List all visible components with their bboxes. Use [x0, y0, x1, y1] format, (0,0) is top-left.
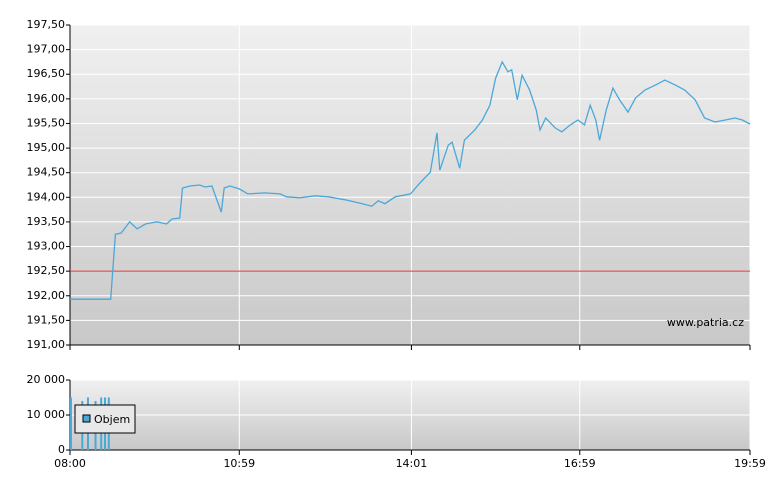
legend-swatch — [82, 414, 91, 423]
y-tick-label: 194,00 — [27, 190, 66, 203]
legend-label: Objem — [94, 413, 130, 426]
x-tick-label: 08:00 — [54, 457, 86, 470]
x-tick-label: 16:59 — [564, 457, 596, 470]
y-tick-label: 191,50 — [27, 313, 66, 326]
y-tick-label: 10 000 — [27, 408, 66, 421]
y-tick-label: 192,50 — [27, 264, 66, 277]
y-tick-label: 192,00 — [27, 289, 66, 302]
y-tick-label: 195,50 — [27, 116, 66, 129]
y-tick-label: 193,50 — [27, 215, 66, 228]
x-tick-label: 10:59 — [223, 457, 255, 470]
price-plot-area — [70, 25, 750, 345]
y-tick-label: 20 000 — [27, 373, 66, 386]
y-tick-label: 191,00 — [27, 338, 66, 351]
y-tick-label: 195,00 — [27, 141, 66, 154]
y-tick-label: 196,50 — [27, 67, 66, 80]
price-line — [70, 60, 751, 300]
y-tick-label: 197,00 — [27, 43, 66, 56]
watermark: www.patria.cz — [667, 316, 744, 329]
y-tick-label: 196,00 — [27, 92, 66, 105]
y-tick-label: 197,50 — [27, 18, 66, 31]
y-tick-label: 194,50 — [27, 166, 66, 179]
y-tick-label: 0 — [58, 443, 65, 456]
x-tick-label: 19:59 — [734, 457, 766, 470]
volume-bar — [69, 397, 72, 450]
x-tick-label: 14:01 — [396, 457, 428, 470]
y-tick-label: 193,00 — [27, 240, 66, 253]
